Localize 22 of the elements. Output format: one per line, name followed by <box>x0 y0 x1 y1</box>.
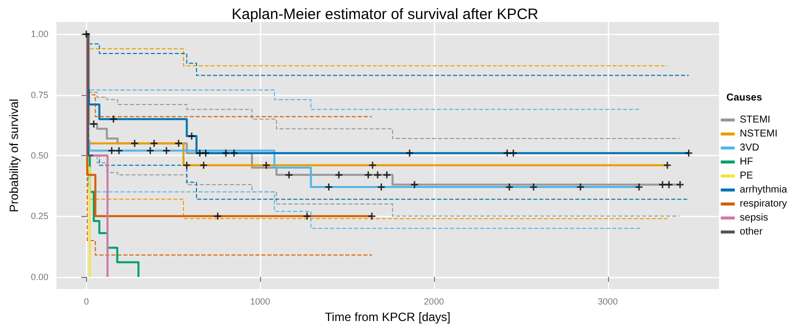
legend-label: respiratory <box>740 198 788 210</box>
y-tick-label: 1.00 <box>30 29 48 40</box>
chart-title: Kaplan-Meier estimator of survival after KPCR <box>232 6 539 23</box>
legend-label: sepsis <box>740 212 768 224</box>
legend-label: NSTEMI <box>740 128 778 140</box>
legend-title: Causes <box>726 92 762 104</box>
legend-label: PE <box>740 170 754 182</box>
y-tick-label: 0.75 <box>30 90 48 100</box>
legend-label: HF <box>740 156 754 168</box>
x-tick-label: 2000 <box>424 296 444 306</box>
legend-label: arrhythmia <box>740 184 788 196</box>
y-tick-label: 0.50 <box>30 150 48 160</box>
y-tick-label: 0.25 <box>30 211 48 222</box>
y-axis-title: Probability of survival <box>7 98 21 212</box>
x-axis-title: Time from KPCR [days] <box>324 310 450 324</box>
legend-label: 3VD <box>740 142 760 154</box>
x-tick-label: 3000 <box>598 296 618 306</box>
y-tick-label: 0.00 <box>30 272 48 282</box>
legend-label: STEMI <box>740 114 770 126</box>
legend-label: other <box>740 226 764 238</box>
x-tick-label: 1000 <box>250 296 270 306</box>
x-tick-label: 0 <box>84 296 89 306</box>
